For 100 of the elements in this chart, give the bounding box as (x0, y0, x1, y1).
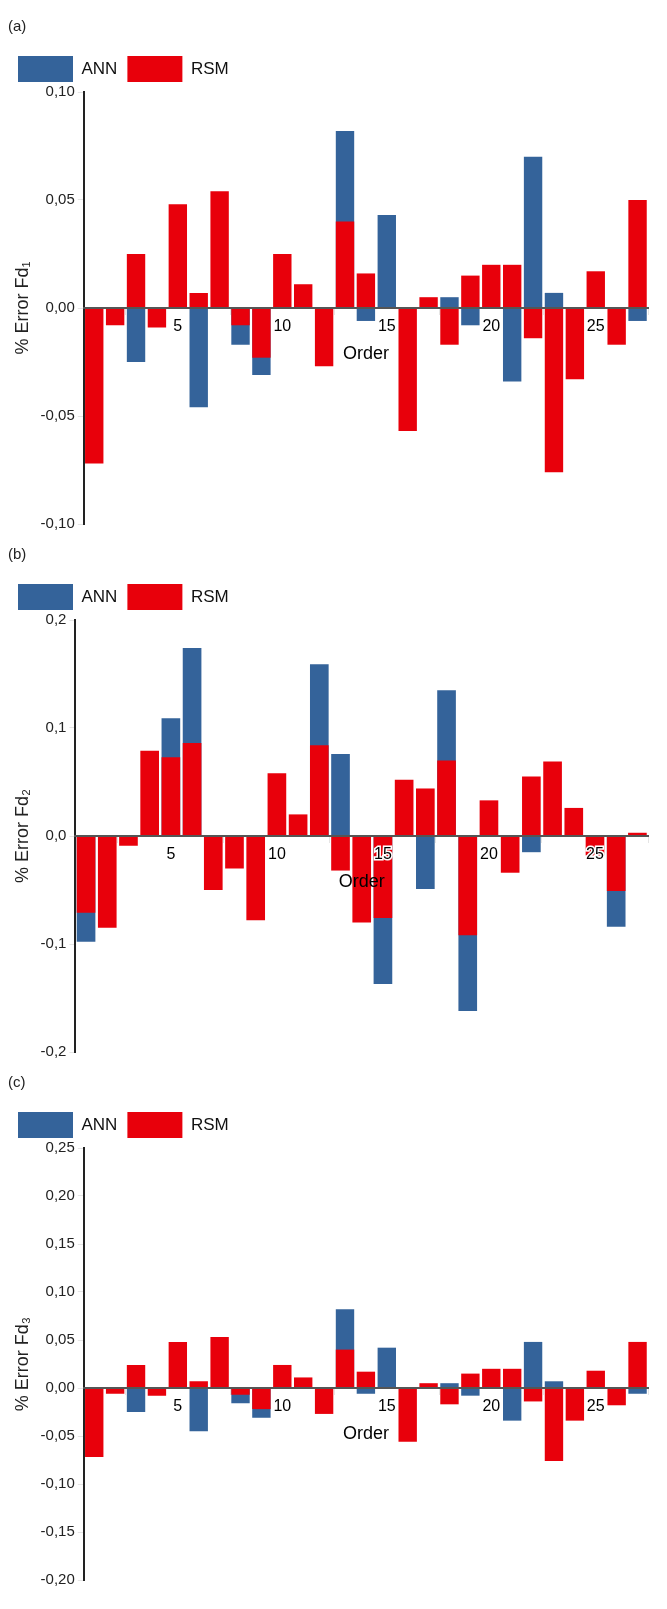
legend-label: ANN (81, 586, 118, 606)
y-tick-label: 0,2 (45, 610, 67, 628)
bar (377, 215, 396, 308)
bar (210, 1337, 229, 1388)
bar (210, 191, 229, 308)
y-tick-label: 0,05 (45, 190, 75, 208)
bar (189, 308, 208, 408)
y-tick-label: 0,25 (45, 1138, 75, 1156)
bar (440, 1383, 459, 1388)
x-tick-label: 15 (377, 317, 396, 335)
y-tick-label: 0,05 (45, 1330, 75, 1348)
y-tick-label: -0,10 (40, 1474, 75, 1492)
bar (500, 836, 520, 873)
bar (437, 760, 456, 836)
x-tick-label: 5 (166, 845, 176, 863)
bar (356, 1371, 376, 1388)
bar (523, 308, 543, 339)
legend-label: ANN (81, 58, 118, 78)
y-tick-label: 0,20 (45, 1186, 75, 1204)
bar (105, 1388, 125, 1394)
bar (544, 1381, 564, 1388)
bar (544, 1388, 564, 1461)
y-tick-label: -0,2 (40, 1042, 67, 1060)
bar (544, 308, 564, 473)
chart-title: (b) (8, 545, 27, 563)
chart-title: (c) (8, 1073, 26, 1091)
y-tick-label: -0,1 (40, 934, 67, 952)
bar (273, 254, 292, 308)
bar (314, 1388, 334, 1414)
bar (225, 836, 244, 869)
bar (189, 292, 208, 308)
x-tick-label: 20 (482, 1397, 501, 1415)
bar (416, 836, 435, 889)
bar (398, 308, 417, 432)
bar (440, 1388, 459, 1405)
bar (565, 308, 585, 380)
bar (288, 814, 308, 836)
bar (85, 1388, 104, 1458)
bar (189, 1381, 208, 1388)
x-tick-label: 15 (374, 845, 392, 863)
y-axis-title: % Error Fd₁ (11, 261, 32, 355)
y-tick-label: -0,05 (40, 406, 75, 424)
bar (479, 800, 499, 836)
y-tick-label: 0,00 (45, 298, 75, 316)
bar (461, 1373, 480, 1388)
y-tick-label: -0,15 (40, 1522, 75, 1540)
bar (335, 221, 355, 308)
bar (482, 264, 501, 308)
bar (416, 788, 435, 836)
y-tick-label: -0,10 (40, 514, 75, 532)
chart-title: (a) (8, 17, 27, 35)
bar (502, 264, 522, 308)
bar (309, 745, 329, 836)
bar (126, 254, 146, 308)
bar (440, 297, 459, 308)
bar (461, 308, 480, 326)
bar (126, 1388, 146, 1412)
bar (564, 807, 584, 836)
bar (607, 308, 626, 345)
x-tick-label: 5 (173, 1397, 183, 1415)
legend-label: RSM (190, 1114, 229, 1134)
bar (126, 1364, 146, 1388)
bar (502, 1368, 522, 1388)
bar (85, 308, 104, 464)
legend-label: RSM (190, 58, 229, 78)
bar (356, 273, 376, 308)
bar (502, 1388, 522, 1421)
bar (628, 1341, 647, 1388)
x-tick-label: 10 (273, 1397, 292, 1415)
y-axis-title: % Error Fd₂ (11, 788, 32, 883)
bar (294, 1377, 313, 1388)
x-tick-label: 10 (268, 845, 286, 863)
bar (440, 308, 459, 345)
y-tick-label: 0,10 (45, 82, 75, 100)
bar (523, 156, 543, 308)
bar (147, 308, 167, 328)
bar (252, 308, 271, 358)
bar (482, 1368, 501, 1388)
bar (586, 1370, 605, 1388)
bar (182, 743, 202, 836)
bar (231, 308, 250, 326)
bar (147, 1388, 167, 1396)
bar (140, 750, 159, 836)
x-tick-label: 10 (273, 317, 292, 335)
bar (419, 1383, 438, 1388)
y-tick-label: 0,00 (45, 1378, 75, 1396)
bar (273, 1364, 292, 1388)
bar (294, 284, 313, 308)
bar (607, 1388, 626, 1406)
bar (628, 200, 647, 308)
y-tick-label: -0,05 (40, 1426, 75, 1444)
y-axis-title: % Error Fd₃ (11, 1316, 32, 1412)
y-tick-label: 0,1 (45, 718, 67, 736)
x-axis-title: Order (342, 1422, 389, 1443)
bar (543, 761, 562, 836)
bar (502, 308, 522, 382)
bar (461, 275, 480, 308)
y-tick-label: -0,20 (40, 1570, 75, 1588)
x-tick-label: 15 (377, 1397, 396, 1415)
x-tick-label: 25 (586, 317, 605, 335)
